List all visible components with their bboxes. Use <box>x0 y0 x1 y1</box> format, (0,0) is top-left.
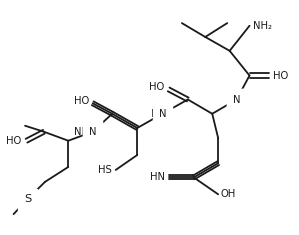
Text: N: N <box>89 127 97 137</box>
Text: S: S <box>25 194 31 204</box>
Text: N: N <box>233 94 240 105</box>
Text: N: N <box>159 109 166 119</box>
Text: OH: OH <box>221 189 236 199</box>
Text: S: S <box>24 194 31 204</box>
Text: NH₂: NH₂ <box>253 21 272 31</box>
Text: HO: HO <box>74 96 89 106</box>
Text: HO: HO <box>149 82 164 92</box>
Text: N: N <box>89 127 97 137</box>
Text: HO: HO <box>272 70 288 81</box>
Text: HS: HS <box>98 165 112 175</box>
Text: HO: HO <box>6 136 22 146</box>
Text: NH: NH <box>151 109 166 119</box>
Text: HN: HN <box>150 172 165 182</box>
Text: NH: NH <box>74 127 89 137</box>
Text: N: N <box>233 94 240 105</box>
